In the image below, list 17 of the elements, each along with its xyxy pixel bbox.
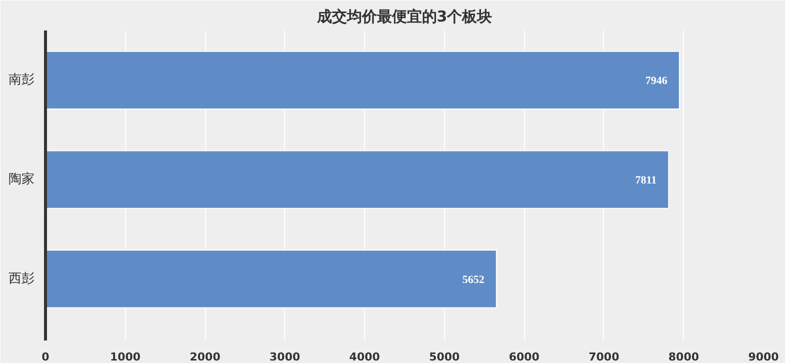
x-tick-label: 1000 (110, 350, 141, 363)
x-tick-label: 3000 (270, 350, 300, 363)
x-tick-label: 5000 (429, 350, 460, 363)
chart-title: 成交均价最便宜的3个板块 (316, 8, 492, 26)
x-tick-label: 4000 (349, 350, 380, 363)
y-tick-label: 陶家 (8, 171, 34, 188)
x-tick-label: 2000 (190, 350, 221, 363)
x-tick-label: 8000 (668, 350, 700, 363)
y-tick-label: 西彭 (8, 271, 34, 286)
y-tick-label: 南彭 (8, 72, 34, 88)
x-tick-label: 6000 (508, 350, 540, 363)
data-label: 5652 (462, 274, 485, 286)
data-label: 7946 (645, 75, 668, 88)
data-label: 7811 (635, 174, 657, 187)
x-tick-label: 7000 (588, 350, 620, 363)
x-tick-label: 0 (42, 350, 50, 363)
x-tick-label: 9000 (748, 350, 780, 363)
